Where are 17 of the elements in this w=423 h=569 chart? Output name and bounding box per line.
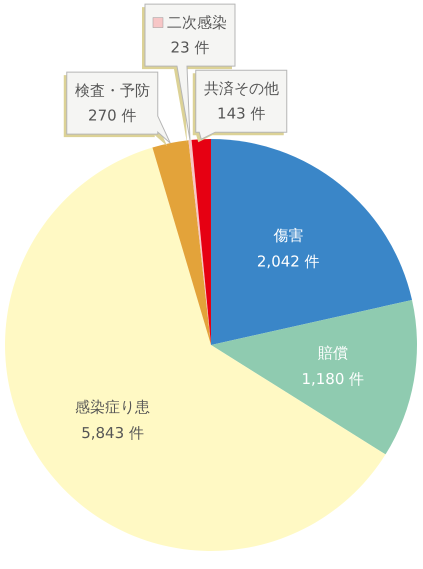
slice-label: 傷害 xyxy=(272,226,304,245)
legend-label: 二次感染 xyxy=(166,14,227,32)
slice-label: 検査・予防 xyxy=(74,82,150,100)
data-label: 1,180 件 xyxy=(301,370,364,388)
slice-label: 共済その他 xyxy=(204,80,279,98)
data-label: 143 件 xyxy=(217,104,266,123)
pie-slice xyxy=(192,139,211,345)
pie-slice xyxy=(211,300,417,454)
slice-label: 賠償 xyxy=(318,344,348,362)
pie-slice xyxy=(211,139,412,345)
pie-slice xyxy=(152,140,211,345)
data-label: 5,843 件 xyxy=(81,424,144,442)
data-label: 270 件 xyxy=(88,106,136,125)
pie-slice xyxy=(5,148,386,551)
data-label: 2,042 件 xyxy=(256,252,320,271)
data-label: 23 件 xyxy=(170,38,210,57)
slice-label: 感染症り患 xyxy=(75,398,150,416)
